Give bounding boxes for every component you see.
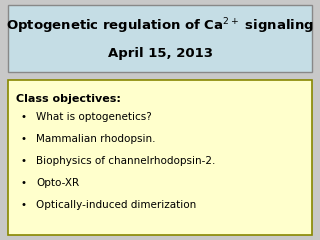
- Text: Mammalian rhodopsin.: Mammalian rhodopsin.: [36, 134, 156, 144]
- Text: •: •: [20, 178, 26, 188]
- Text: What is optogenetics?: What is optogenetics?: [36, 112, 152, 122]
- Text: •: •: [20, 156, 26, 166]
- Text: Opto-XR: Opto-XR: [36, 178, 79, 188]
- Text: Biophysics of channelrhodopsin-2.: Biophysics of channelrhodopsin-2.: [36, 156, 215, 166]
- Text: •: •: [20, 112, 26, 122]
- Text: Class objectives:: Class objectives:: [16, 94, 121, 104]
- Text: •: •: [20, 134, 26, 144]
- Text: •: •: [20, 200, 26, 210]
- Text: Optogenetic regulation of Ca$^{2+}$ signaling: Optogenetic regulation of Ca$^{2+}$ sign…: [6, 17, 314, 36]
- FancyBboxPatch shape: [8, 80, 312, 235]
- Text: April 15, 2013: April 15, 2013: [108, 47, 212, 60]
- FancyBboxPatch shape: [8, 5, 312, 72]
- Text: Optically-induced dimerization: Optically-induced dimerization: [36, 200, 196, 210]
